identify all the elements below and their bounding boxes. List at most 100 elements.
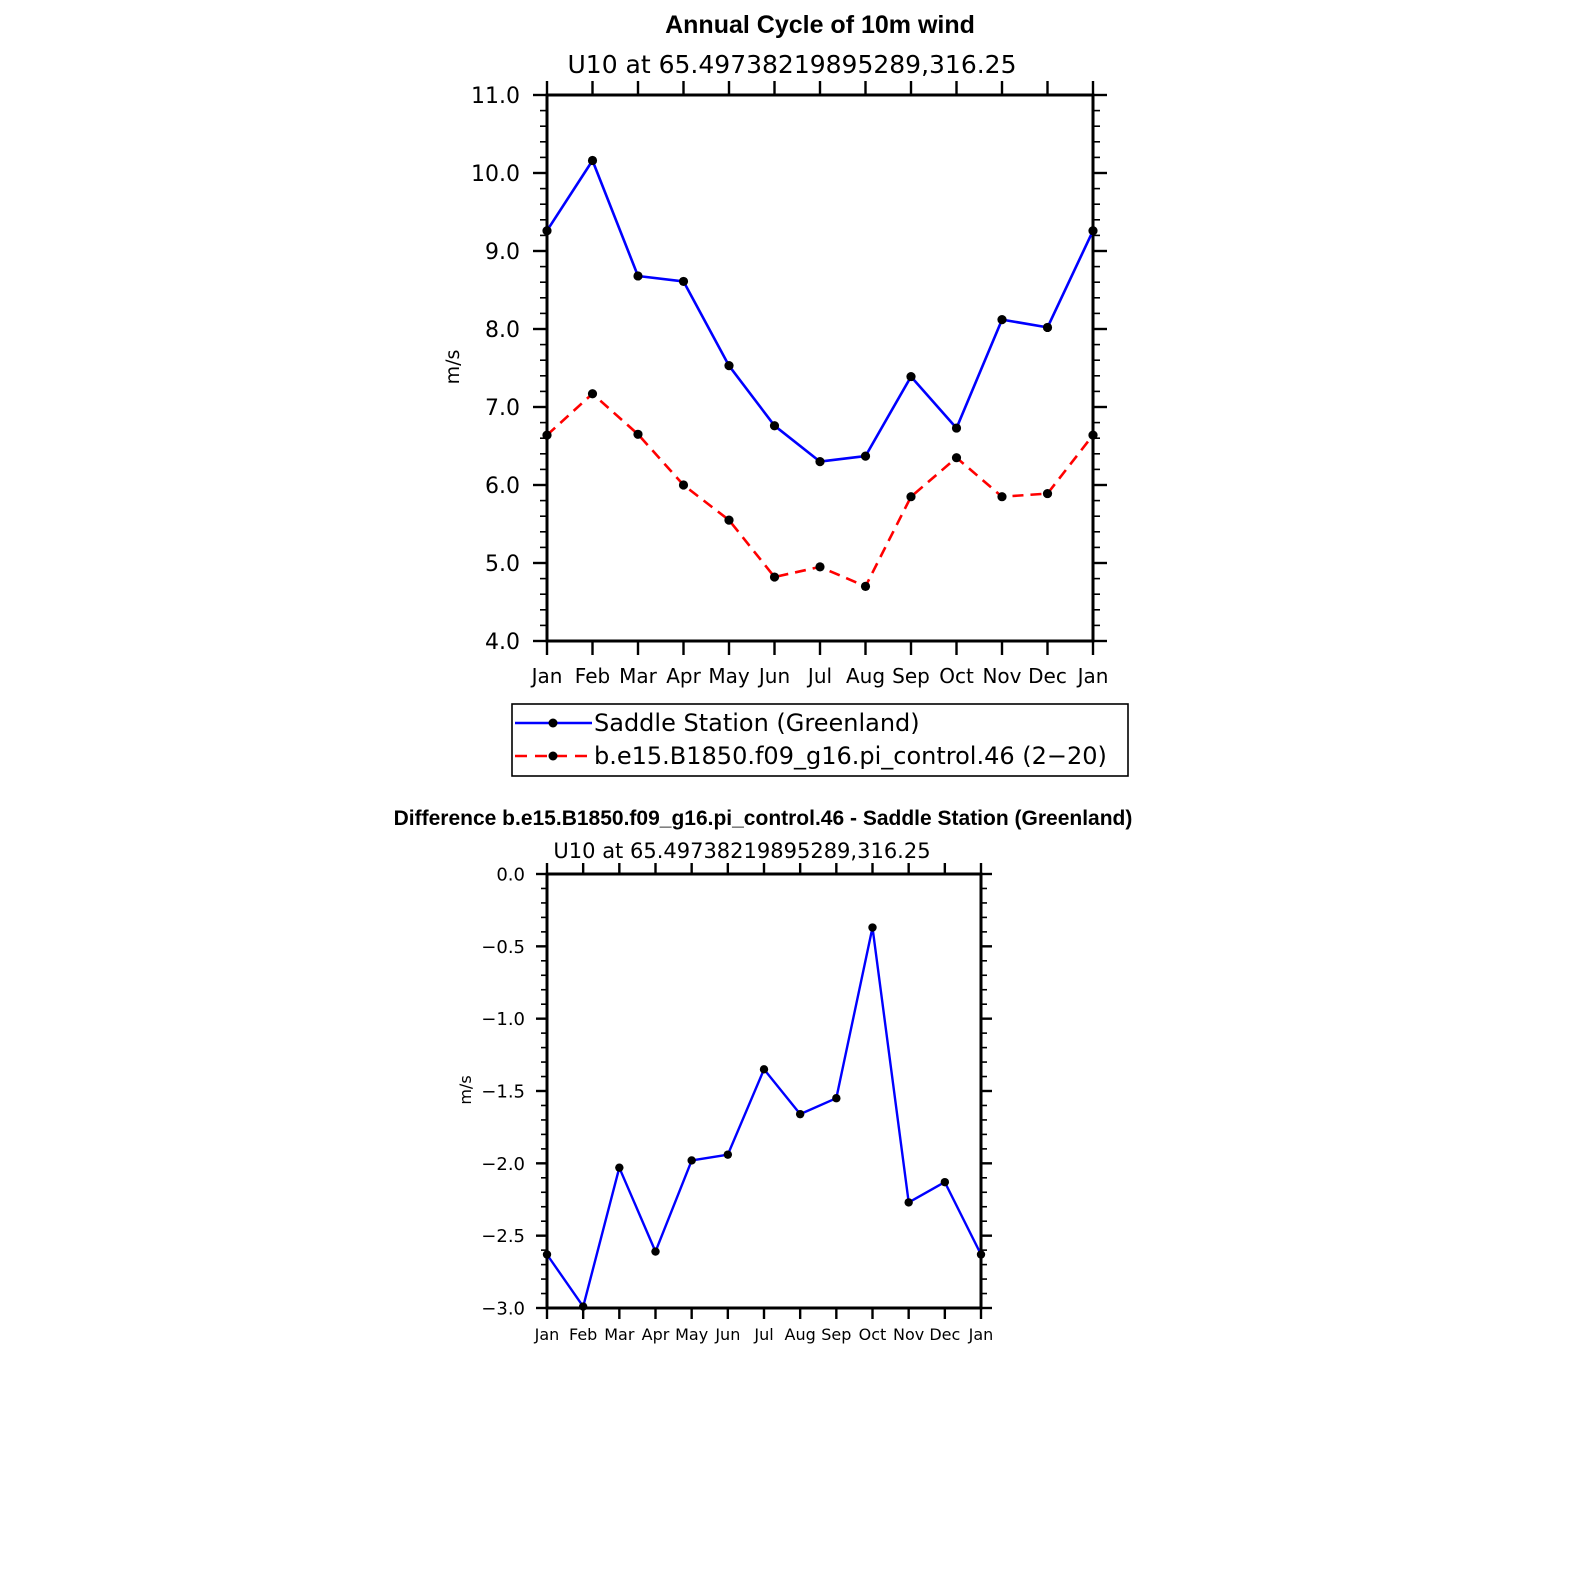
chart2-xtick-label: Oct [859, 1325, 887, 1344]
chart2-xtick-label: Aug [785, 1325, 816, 1344]
chart1-series [542, 155, 1098, 592]
chart2-series-1-point [578, 1302, 588, 1311]
chart1-series-1-point [587, 155, 598, 166]
legend-box [511, 703, 1129, 777]
chart1-ytick-label: 8.0 [485, 318, 520, 343]
chart1-series-1-point [951, 423, 962, 433]
chart2-xtick-label: Jan [968, 1325, 994, 1344]
chart2-xtick-label: Dec [929, 1325, 960, 1344]
chart1-series-2-point [815, 562, 825, 572]
chart1-xtick-label: Jun [757, 664, 790, 688]
chart2-series-1-point [651, 1247, 660, 1256]
chart2-ytick-label: −2.5 [481, 1226, 525, 1247]
chart2-series [542, 923, 986, 1311]
chart1-ytick-label: 4.0 [485, 630, 520, 655]
chart1-series-2-point [997, 492, 1007, 502]
chart1-series-2-line [546, 392, 1095, 588]
chart1-xtick-label: Sep [892, 664, 930, 688]
chart1-xtick-label: Mar [619, 664, 658, 688]
chart2-xtick-label: Apr [642, 1325, 670, 1344]
chart1-series-1-point [678, 276, 689, 287]
chart2-xtick-label: Nov [893, 1325, 924, 1344]
chart1-xtick-label: Jan [1076, 664, 1109, 688]
chart1-series-1-line [545, 159, 1095, 463]
chart1-xtick-label: May [708, 664, 750, 688]
chart2-ylabel: m/s [456, 1075, 475, 1104]
chart2-xtick-label: Feb [569, 1325, 597, 1344]
chart2-series-1-point [868, 923, 877, 932]
chart1-series-2-point [1042, 488, 1053, 499]
chart-difference: Difference b.e15.B1850.f09_g16.pi_contro… [394, 807, 1133, 1344]
chart1-xtick-label: Jan [530, 664, 563, 688]
chart2-series-1-point [615, 1163, 624, 1172]
chart1-series-1-point [1088, 226, 1098, 236]
chart2-ytick-label: −1.5 [481, 1081, 525, 1102]
chart1-ytick-label: 10.0 [471, 162, 520, 187]
chart2-title: Difference b.e15.B1850.f09_g16.pi_contro… [394, 807, 1133, 830]
chart1-subtitle: U10 at 65.49738219895289,316.25 [568, 50, 1017, 79]
chart1-series-2-point [633, 429, 643, 439]
chart2-series-1-line [546, 926, 983, 1308]
chart2-ytick-label: −3.0 [481, 1298, 525, 1319]
chart1-xtick-label: Aug [846, 664, 885, 688]
chart1-series-2-point [587, 389, 598, 399]
chart2-series-1-point [687, 1156, 696, 1165]
chart1-series-1-point [815, 457, 825, 467]
chart2-ytick-label: 0.0 [496, 864, 525, 885]
chart1-series-2-point [769, 572, 780, 582]
chart1-ytick-label: 6.0 [485, 474, 520, 499]
chart1-xtick-label: Feb [575, 664, 610, 688]
chart2-xtick-label: May [675, 1325, 708, 1344]
chart2-ytick-label: −0.5 [481, 937, 525, 958]
chart2-plot-frame [545, 872, 983, 1310]
chart1-series-1-point [724, 361, 734, 371]
chart2-ytick-label: −1.0 [481, 1009, 525, 1030]
chart1-title: Annual Cycle of 10m wind [665, 11, 975, 39]
chart1-series-2-point [678, 480, 689, 490]
chart1-series-1-point [860, 451, 871, 461]
chart2-series-1-point [940, 1177, 950, 1187]
chart2-series-1-point [832, 1094, 841, 1103]
chart2-xtick-label: Jul [753, 1325, 773, 1344]
chart2-xtick-label: Sep [821, 1325, 851, 1344]
legend-marker-saddle [548, 718, 558, 728]
chart1-series-2-point [860, 581, 871, 592]
chart2-subtitle: U10 at 65.49738219895289,316.25 [553, 839, 930, 863]
chart2-series-1-point [759, 1065, 769, 1074]
chart1-series-1-point [997, 315, 1007, 325]
chart1-xtick-label: Jul [806, 664, 832, 688]
chart1-series-1-point [633, 271, 643, 281]
chart1-axes: Jan Feb Mar Apr May Jun Jul Aug Sep Oct Nov Dec Jan 4… [471, 81, 1108, 688]
chart1-series-2-point [951, 453, 962, 463]
chart1-series-1-point [1042, 322, 1053, 333]
chart2-ytick-label: −2.0 [481, 1154, 525, 1175]
chart1-xtick-label: Oct [939, 664, 974, 688]
chart1-series-1-point [906, 371, 916, 382]
chart1-plot-frame [545, 93, 1095, 643]
chart1-series-1-point [542, 226, 552, 236]
chart1-ytick-label: 5.0 [485, 552, 520, 577]
chart2-axes: Jan Feb Mar Apr May Jun Jul Aug Sep Oct Nov Dec Jan−… [481, 863, 993, 1344]
chart1-ylabel: m/s [442, 350, 464, 385]
chart1-ytick-label: 7.0 [485, 396, 520, 421]
chart2-series-1-point [542, 1250, 552, 1259]
legend-label-saddle: Saddle Station (Greenland) [594, 709, 920, 737]
chart2-xtick-label: Jan [534, 1325, 560, 1344]
chart2-series-1-point [976, 1250, 986, 1259]
legend-marker-model [548, 751, 558, 761]
chart2-xtick-label: Jun [714, 1325, 740, 1344]
chart2-series-1-point [904, 1198, 913, 1207]
chart2-series-1-point [723, 1150, 733, 1159]
chart1-series-2-point [724, 515, 734, 525]
chart1-series-2-point [1088, 430, 1098, 440]
chart1-xtick-label: Apr [666, 664, 701, 688]
chart1-ytick-label: 9.0 [485, 240, 520, 265]
chart2-series-1-point [795, 1109, 805, 1119]
chart1-series-2-point [542, 430, 552, 440]
chart1-series-1-point [769, 421, 780, 431]
legend-label-model: b.e15.B1850.f09_g16.pi_control.46 (2−20) [594, 742, 1107, 770]
chart1-ytick-label: 11.0 [471, 84, 520, 109]
chart1-xtick-label: Nov [982, 664, 1021, 688]
chart1-series-2-point [906, 492, 916, 502]
chart1-xtick-label: Dec [1028, 664, 1067, 688]
